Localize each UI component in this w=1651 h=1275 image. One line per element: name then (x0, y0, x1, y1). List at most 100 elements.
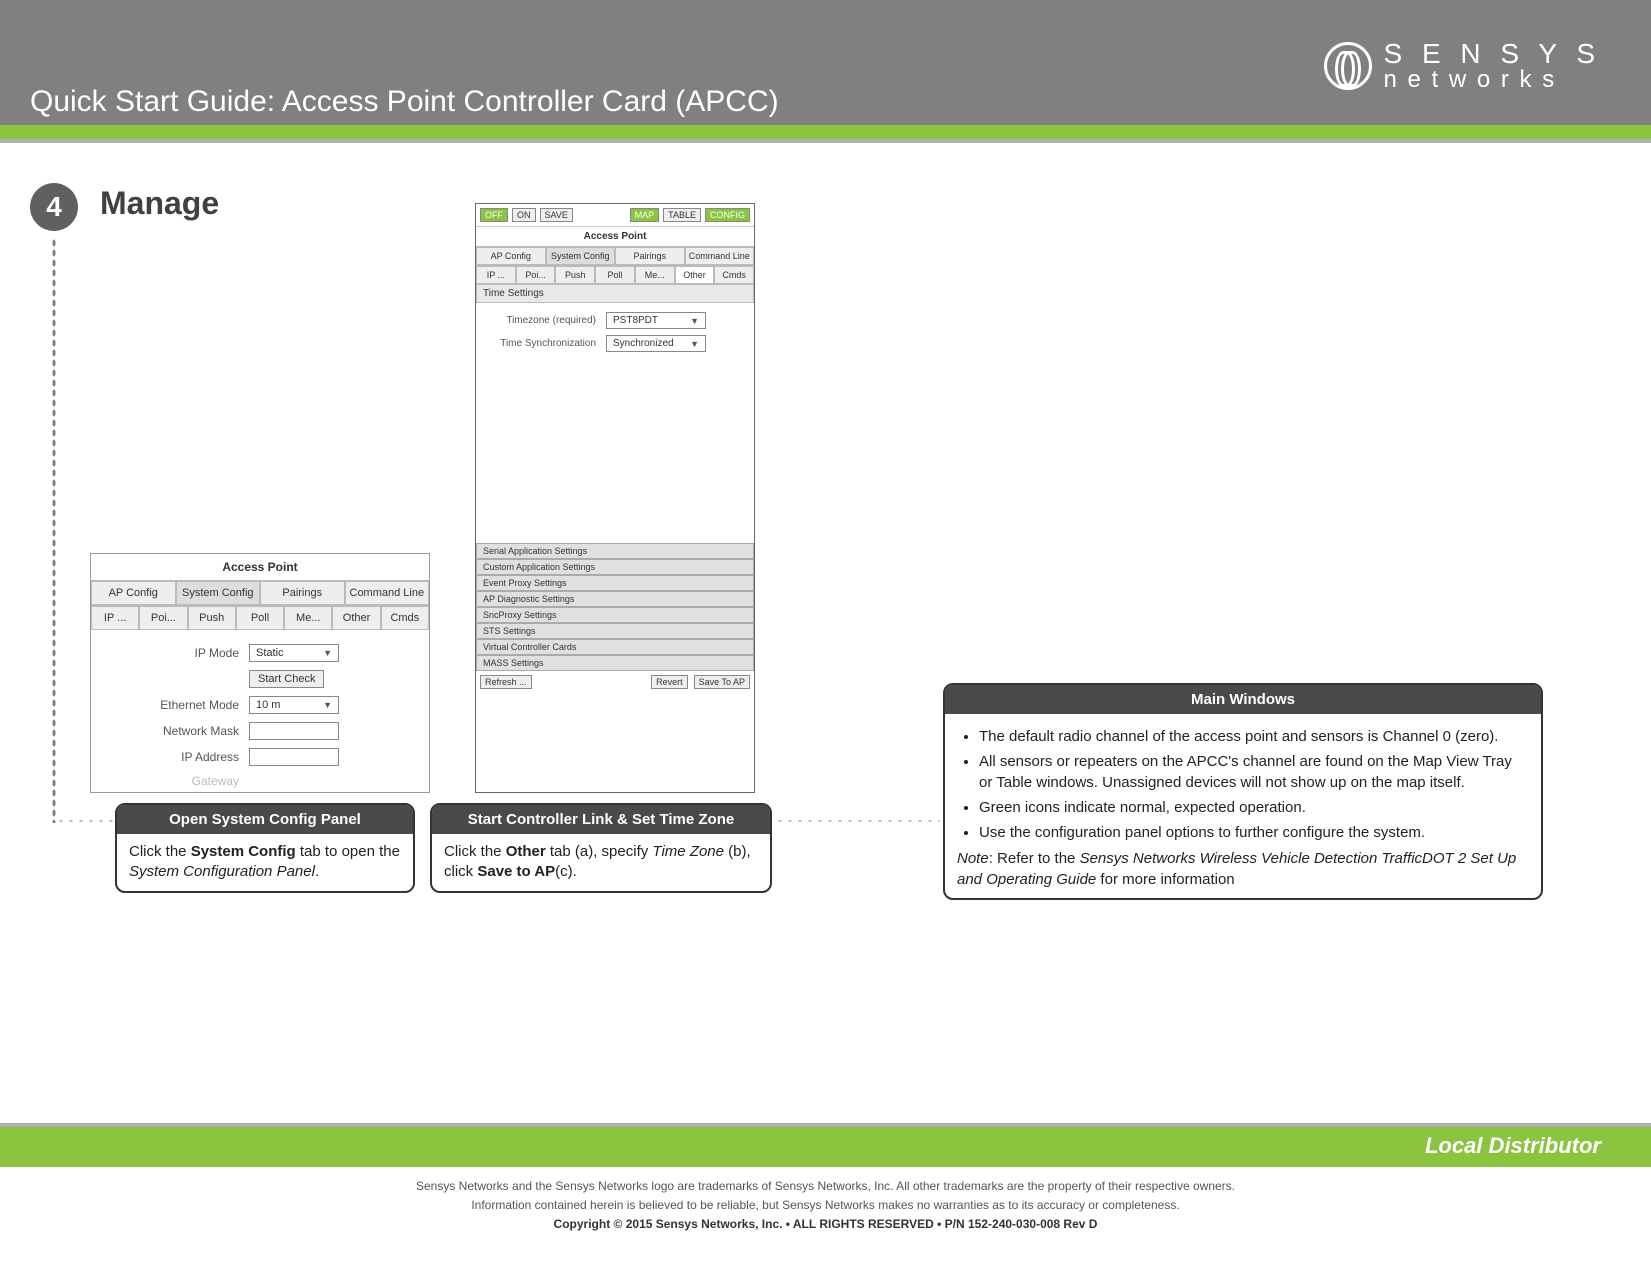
tab-system-config[interactable]: System Config (546, 247, 616, 265)
eth-mode-select[interactable]: 10 m▼ (249, 696, 339, 714)
list-item[interactable]: AP Diagnostic Settings (476, 591, 754, 607)
tab-command-line[interactable]: Command Line (685, 247, 755, 265)
tab-ap-config[interactable]: AP Config (91, 581, 176, 605)
subtab-poll[interactable]: Poll (595, 266, 635, 284)
callout-title: Start Controller Link & Set Time Zone (432, 805, 770, 834)
subtab-poll[interactable]: Poll (236, 606, 284, 630)
callout-body: The default radio channel of the access … (945, 714, 1541, 898)
time-sync-select[interactable]: Synchronized▼ (606, 335, 706, 352)
timezone-select[interactable]: PST8PDT▼ (606, 312, 706, 329)
list-item[interactable]: Custom Application Settings (476, 559, 754, 575)
network-mask-label: Network Mask (99, 724, 249, 738)
footer-accent: Local Distributor (0, 1127, 1651, 1167)
step-title: Manage (100, 185, 219, 222)
list-item: Green icons indicate normal, expected op… (979, 798, 1529, 818)
subtab-push[interactable]: Push (188, 606, 236, 630)
chevron-down-icon: ▼ (690, 339, 699, 349)
callout-body: Click the Other tab (a), specify Time Zo… (432, 834, 770, 891)
callout-list: The default radio channel of the access … (957, 727, 1529, 843)
page: S E N S Y S n e t w o r k s Quick Start … (0, 0, 1651, 1241)
list-item[interactable]: MASS Settings (476, 655, 754, 671)
shot1-title: Access Point (91, 554, 429, 580)
network-mask-input[interactable] (249, 722, 339, 740)
subtab-poi[interactable]: Poi... (139, 606, 187, 630)
ip-mode-label: IP Mode (99, 646, 249, 660)
shot2-tabs-row2: IP ... Poi... Push Poll Me... Other Cmds (476, 265, 754, 284)
callout-title: Main Windows (945, 685, 1541, 714)
map-button[interactable]: MAP (630, 208, 660, 222)
save-to-ap-button[interactable]: Save To AP (694, 675, 750, 689)
list-item[interactable]: Virtual Controller Cards (476, 639, 754, 655)
brand-logo: S E N S Y S n e t w o r k s (1324, 40, 1601, 92)
list-item[interactable]: STS Settings (476, 623, 754, 639)
subtab-other[interactable]: Other (675, 266, 715, 284)
subtab-cmds[interactable]: Cmds (714, 266, 754, 284)
subtab-me[interactable]: Me... (635, 266, 675, 284)
config-button[interactable]: CONFIG (705, 208, 750, 222)
ip-address-label: IP Address (99, 750, 249, 764)
shot1-tabs-row2: IP ... Poi... Push Poll Me... Other Cmds (91, 605, 429, 630)
accent-strip (0, 125, 1651, 139)
screenshot-other-tab: OFF ON SAVE MAP TABLE CONFIG Access Poin… (475, 203, 755, 793)
footer-legal: Sensys Networks and the Sensys Networks … (0, 1167, 1651, 1241)
connector-dots-h1 (56, 819, 116, 823)
brand-logo-text: S E N S Y S n e t w o r k s (1384, 40, 1601, 92)
connector-dots-vertical (52, 238, 56, 823)
local-distributor-label: Local Distributor (1425, 1133, 1601, 1159)
footer-line3: Copyright © 2015 Sensys Networks, Inc. •… (40, 1215, 1611, 1234)
time-settings-form: Timezone (required) PST8PDT▼ Time Synchr… (476, 303, 754, 543)
off-button[interactable]: OFF (480, 208, 508, 222)
subtab-poi[interactable]: Poi... (516, 266, 556, 284)
ip-address-input[interactable] (249, 748, 339, 766)
subtab-push[interactable]: Push (555, 266, 595, 284)
shot1-tabs-row1: AP Config System Config Pairings Command… (91, 580, 429, 605)
subtab-ip[interactable]: IP ... (476, 266, 516, 284)
screenshot-system-config: Access Point AP Config System Config Pai… (90, 553, 430, 793)
refresh-button[interactable]: Refresh ... (480, 675, 532, 689)
tab-command-line[interactable]: Command Line (345, 581, 430, 605)
save-button[interactable]: SAVE (540, 208, 573, 222)
shot2-footer: Refresh ... Revert Save To AP (476, 671, 754, 693)
callout-set-time-zone: Start Controller Link & Set Time Zone Cl… (430, 803, 772, 893)
revert-button[interactable]: Revert (651, 675, 688, 689)
main-content: 4 Manage Access Point AP Config System C… (0, 143, 1651, 1123)
table-button[interactable]: TABLE (663, 208, 701, 222)
connector-dots-h2 (775, 819, 940, 823)
tab-system-config[interactable]: System Config (176, 581, 261, 605)
settings-sections-list: Serial Application Settings Custom Appli… (476, 543, 754, 671)
tab-pairings[interactable]: Pairings (615, 247, 685, 265)
footer-line2: Information contained herein is believed… (40, 1196, 1611, 1215)
brand-logo-icon (1324, 42, 1372, 90)
brand-line2: n e t w o r k s (1384, 68, 1601, 92)
list-item: The default radio channel of the access … (979, 727, 1529, 747)
time-sync-label: Time Synchronization (486, 338, 606, 349)
timezone-label: Timezone (required) (486, 315, 606, 326)
callout-note: Note: Refer to the Sensys Networks Wirel… (957, 849, 1529, 890)
subtab-cmds[interactable]: Cmds (381, 606, 429, 630)
callout-open-system-config: Open System Config Panel Click the Syste… (115, 803, 415, 893)
start-check-button[interactable]: Start Check (249, 670, 324, 688)
callout-body: Click the System Config tab to open the … (117, 834, 413, 891)
list-item[interactable]: Serial Application Settings (476, 543, 754, 559)
list-item[interactable]: SncProxy Settings (476, 607, 754, 623)
list-item: All sensors or repeaters on the APCC's c… (979, 752, 1529, 793)
chevron-down-icon: ▼ (323, 700, 332, 710)
callout-title: Open System Config Panel (117, 805, 413, 834)
shot2-title: Access Point (476, 227, 754, 246)
tab-ap-config[interactable]: AP Config (476, 247, 546, 265)
on-button[interactable]: ON (512, 208, 536, 222)
footer-line1: Sensys Networks and the Sensys Networks … (40, 1177, 1611, 1196)
chevron-down-icon: ▼ (690, 316, 699, 326)
header-bar: S E N S Y S n e t w o r k s Quick Start … (0, 0, 1651, 125)
subtab-ip[interactable]: IP ... (91, 606, 139, 630)
gateway-label: Gateway (99, 774, 249, 788)
list-item[interactable]: Event Proxy Settings (476, 575, 754, 591)
chevron-down-icon: ▼ (323, 648, 332, 658)
ip-mode-select[interactable]: Static▼ (249, 644, 339, 662)
subtab-other[interactable]: Other (332, 606, 380, 630)
subtab-me[interactable]: Me... (284, 606, 332, 630)
brand-line1: S E N S Y S (1384, 40, 1601, 68)
tab-pairings[interactable]: Pairings (260, 581, 345, 605)
step-number-badge: 4 (30, 183, 78, 231)
eth-mode-label: Ethernet Mode (99, 698, 249, 712)
